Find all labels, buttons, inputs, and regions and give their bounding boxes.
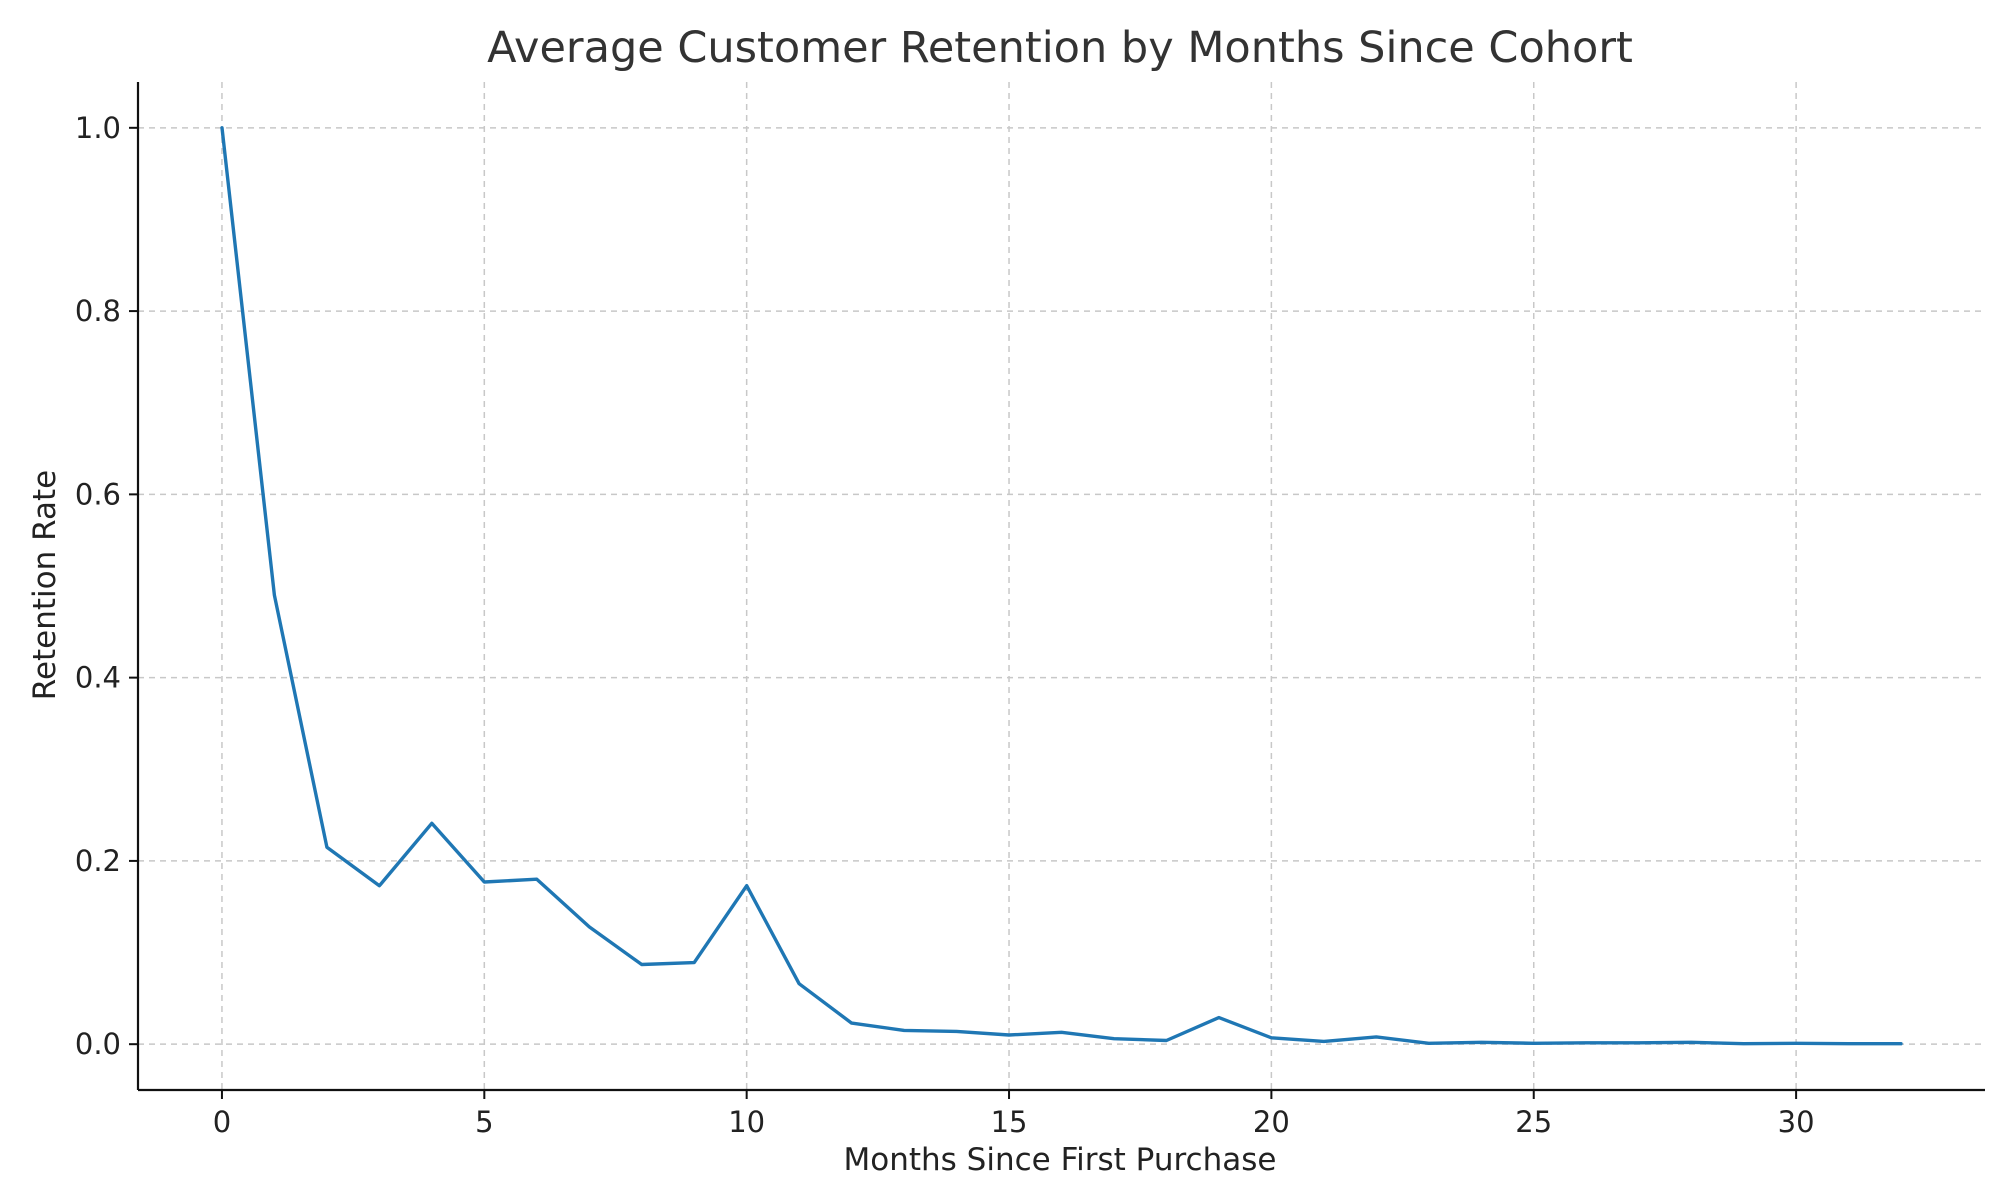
x-tick-label: 30 bbox=[1778, 1105, 1815, 1139]
y-tick-label: 1.0 bbox=[75, 111, 121, 145]
x-tick-label: 5 bbox=[475, 1105, 493, 1139]
chart-title: Average Customer Retention by Months Sin… bbox=[487, 23, 1633, 73]
grid-layer bbox=[138, 82, 1985, 1090]
x-tick-label: 15 bbox=[991, 1105, 1028, 1139]
series-layer bbox=[220, 126, 1903, 1046]
x-tick-label: 0 bbox=[213, 1105, 231, 1139]
x-axis-label: Months Since First Purchase bbox=[844, 1142, 1277, 1178]
retention-series-line bbox=[220, 126, 1903, 1046]
y-tick-label: 0.0 bbox=[75, 1027, 121, 1061]
y-axis-label: Retention Rate bbox=[27, 470, 63, 700]
y-tick-label: 0.4 bbox=[75, 661, 121, 695]
x-tick-label: 20 bbox=[1253, 1105, 1290, 1139]
x-tick-label: 25 bbox=[1515, 1105, 1552, 1139]
y-tick-label: 0.8 bbox=[75, 294, 121, 328]
x-tick-label: 10 bbox=[728, 1105, 765, 1139]
y-tick-label: 0.2 bbox=[75, 844, 121, 878]
y-tick-label: 0.6 bbox=[75, 477, 121, 511]
tick-layer: 0 5 10 15 20 25 30 0.0 0.2 0.4 0.6 0.8 1.0 bbox=[75, 111, 1815, 1139]
